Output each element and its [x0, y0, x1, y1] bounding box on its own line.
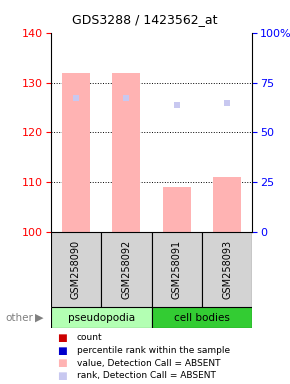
Text: count: count — [77, 333, 102, 343]
Text: GSM258091: GSM258091 — [172, 240, 182, 299]
Text: pseudopodia: pseudopodia — [68, 313, 135, 323]
Bar — [163, 187, 191, 232]
Text: GSM258090: GSM258090 — [71, 240, 81, 299]
Text: value, Detection Call = ABSENT: value, Detection Call = ABSENT — [77, 359, 220, 368]
Text: GSM258092: GSM258092 — [121, 240, 131, 300]
Text: rank, Detection Call = ABSENT: rank, Detection Call = ABSENT — [77, 371, 216, 381]
Text: other: other — [6, 313, 34, 323]
Bar — [62, 73, 90, 232]
Bar — [101, 232, 152, 307]
Bar — [51, 232, 101, 307]
Text: GSM258093: GSM258093 — [222, 240, 232, 299]
Text: ■: ■ — [57, 333, 66, 343]
Bar — [152, 232, 202, 307]
Text: ■: ■ — [57, 358, 66, 368]
Text: cell bodies: cell bodies — [174, 313, 230, 323]
Bar — [51, 307, 152, 328]
Text: GDS3288 / 1423562_at: GDS3288 / 1423562_at — [72, 13, 218, 26]
Text: ■: ■ — [57, 346, 66, 356]
Bar — [213, 177, 241, 232]
Text: ■: ■ — [57, 371, 66, 381]
Bar — [152, 307, 252, 328]
Bar — [113, 73, 140, 232]
Text: ▶: ▶ — [35, 313, 43, 323]
Text: percentile rank within the sample: percentile rank within the sample — [77, 346, 230, 355]
Bar — [202, 232, 252, 307]
